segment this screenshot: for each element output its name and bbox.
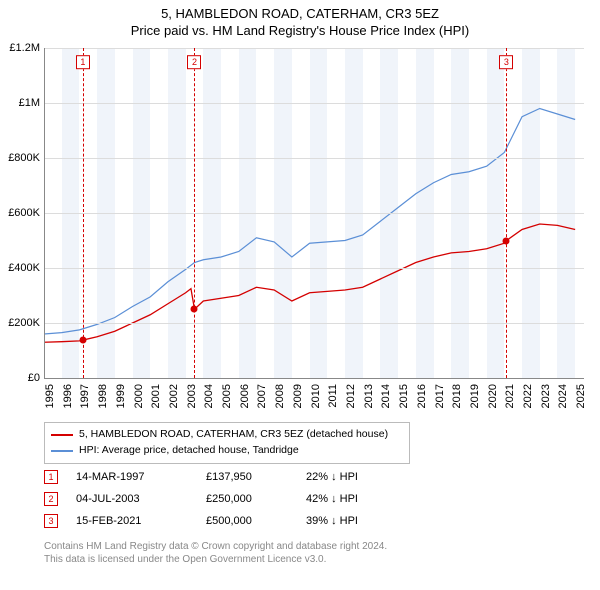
transaction-price: £500,000 (206, 515, 306, 527)
transaction-number-box: 3 (44, 514, 58, 528)
x-axis-label: 2003 (186, 384, 198, 408)
x-axis-label: 2021 (504, 384, 516, 408)
grid-line (44, 103, 584, 104)
x-axis-label: 2005 (221, 384, 233, 408)
transaction-number-box: 2 (44, 492, 58, 506)
transaction-hpi: 42% ↓ HPI (306, 493, 406, 505)
transaction-number-box: 1 (44, 470, 58, 484)
y-axis-label: £0 (28, 372, 40, 384)
transaction-price: £250,000 (206, 493, 306, 505)
event-marker (503, 237, 510, 244)
x-axis-label: 2022 (522, 384, 534, 408)
legend-row: 5, HAMBLEDON ROAD, CATERHAM, CR3 5EZ (de… (51, 427, 403, 443)
event-marker (191, 306, 198, 313)
x-axis-label: 2007 (256, 384, 268, 408)
transaction-date: 15-FEB-2021 (76, 515, 206, 527)
legend-label: HPI: Average price, detached house, Tand… (79, 443, 299, 459)
event-number-box: 3 (499, 55, 513, 69)
series-line (44, 224, 575, 342)
title-subtitle: Price paid vs. HM Land Registry's House … (0, 23, 600, 38)
event-number-box: 1 (76, 55, 90, 69)
x-axis-label: 2020 (487, 384, 499, 408)
transaction-table: 1 14-MAR-1997£137,95022% ↓ HPI 2 04-JUL-200… (44, 466, 406, 532)
x-axis-label: 2019 (469, 384, 481, 408)
grid-line (44, 268, 584, 269)
transaction-hpi: 39% ↓ HPI (306, 515, 406, 527)
x-axis-label: 1995 (44, 384, 56, 408)
footer-line1: Contains HM Land Registry data © Crown c… (44, 540, 387, 553)
y-axis-label: £400K (8, 262, 40, 274)
event-number-box: 2 (187, 55, 201, 69)
x-axis-label: 1999 (115, 384, 127, 408)
x-axis-label: 2014 (380, 384, 392, 408)
x-axis-label: 2017 (434, 384, 446, 408)
grid-line (44, 158, 584, 159)
grid-line (44, 323, 584, 324)
legend-label: 5, HAMBLEDON ROAD, CATERHAM, CR3 5EZ (de… (79, 427, 388, 443)
x-axis (44, 378, 584, 379)
x-axis-label: 2024 (557, 384, 569, 408)
y-axis-label: £200K (8, 317, 40, 329)
footer-attribution: Contains HM Land Registry data © Crown c… (44, 540, 387, 566)
event-marker (79, 337, 86, 344)
y-axis (44, 48, 45, 378)
transaction-price: £137,950 (206, 471, 306, 483)
legend-swatch (51, 450, 73, 452)
y-axis-label: £1M (19, 97, 40, 109)
x-axis-label: 2000 (133, 384, 145, 408)
legend-row: HPI: Average price, detached house, Tand… (51, 443, 403, 459)
x-axis-label: 2013 (363, 384, 375, 408)
footer-line2: This data is licensed under the Open Gov… (44, 553, 387, 566)
title-address: 5, HAMBLEDON ROAD, CATERHAM, CR3 5EZ (0, 6, 600, 21)
y-axis-label: £600K (8, 207, 40, 219)
x-axis-label: 2002 (168, 384, 180, 408)
grid-line (44, 48, 584, 49)
legend: 5, HAMBLEDON ROAD, CATERHAM, CR3 5EZ (de… (44, 422, 410, 464)
transaction-hpi: 22% ↓ HPI (306, 471, 406, 483)
y-axis-label: £800K (8, 152, 40, 164)
x-axis-label: 2009 (292, 384, 304, 408)
legend-swatch (51, 434, 73, 436)
x-axis-label: 1997 (79, 384, 91, 408)
x-axis-label: 2004 (203, 384, 215, 408)
transaction-date: 04-JUL-2003 (76, 493, 206, 505)
chart-area: £0£200K£400K£600K£800K£1M£1.2M1995199619… (44, 48, 584, 378)
x-axis-label: 1996 (62, 384, 74, 408)
event-vline (194, 48, 195, 378)
x-axis-label: 2011 (327, 384, 339, 408)
x-axis-label: 2023 (540, 384, 552, 408)
x-axis-label: 2015 (398, 384, 410, 408)
event-vline (83, 48, 84, 378)
transaction-row: 3 15-FEB-2021£500,00039% ↓ HPI (44, 510, 406, 532)
x-axis-label: 2008 (274, 384, 286, 408)
series-line (44, 109, 575, 335)
chart-plot: £0£200K£400K£600K£800K£1M£1.2M1995199619… (44, 48, 584, 378)
transaction-row: 2 04-JUL-2003£250,00042% ↓ HPI (44, 488, 406, 510)
x-axis-label: 2018 (451, 384, 463, 408)
grid-line (44, 213, 584, 214)
x-axis-label: 2010 (310, 384, 322, 408)
y-axis-label: £1.2M (9, 42, 40, 54)
x-axis-label: 1998 (97, 384, 109, 408)
x-axis-label: 2001 (150, 384, 162, 408)
x-axis-label: 2025 (575, 384, 587, 408)
transaction-row: 1 14-MAR-1997£137,95022% ↓ HPI (44, 466, 406, 488)
x-axis-label: 2006 (239, 384, 251, 408)
x-axis-label: 2012 (345, 384, 357, 408)
chart-title-block: 5, HAMBLEDON ROAD, CATERHAM, CR3 5EZ Pri… (0, 0, 600, 42)
transaction-date: 14-MAR-1997 (76, 471, 206, 483)
event-vline (506, 48, 507, 378)
x-axis-label: 2016 (416, 384, 428, 408)
